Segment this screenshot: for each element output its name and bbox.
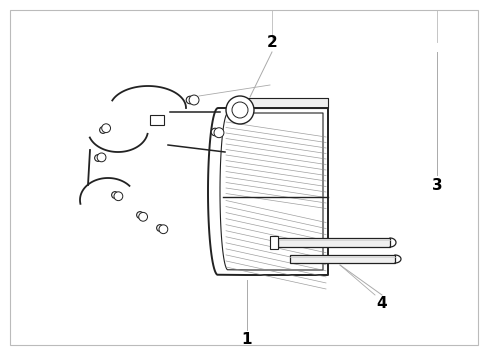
Text: 3: 3 — [432, 177, 442, 193]
Text: 1: 1 — [242, 333, 252, 347]
Circle shape — [97, 153, 106, 162]
Text: 4: 4 — [377, 296, 387, 310]
Polygon shape — [246, 98, 328, 108]
Circle shape — [232, 102, 248, 118]
Text: 2: 2 — [267, 35, 277, 50]
Circle shape — [211, 128, 219, 136]
Circle shape — [102, 124, 111, 132]
Circle shape — [186, 96, 194, 104]
Circle shape — [157, 225, 163, 231]
Circle shape — [159, 225, 168, 234]
Circle shape — [114, 192, 123, 201]
Circle shape — [99, 127, 106, 133]
Circle shape — [214, 128, 224, 138]
Bar — [290, 255, 395, 263]
Bar — [278, 238, 390, 247]
Circle shape — [112, 192, 119, 198]
Bar — [150, 115, 164, 125]
Polygon shape — [208, 108, 328, 275]
Circle shape — [137, 212, 144, 219]
Circle shape — [226, 96, 254, 124]
Bar — [270, 236, 278, 249]
Circle shape — [139, 212, 147, 221]
Circle shape — [189, 95, 199, 105]
Circle shape — [95, 155, 101, 161]
